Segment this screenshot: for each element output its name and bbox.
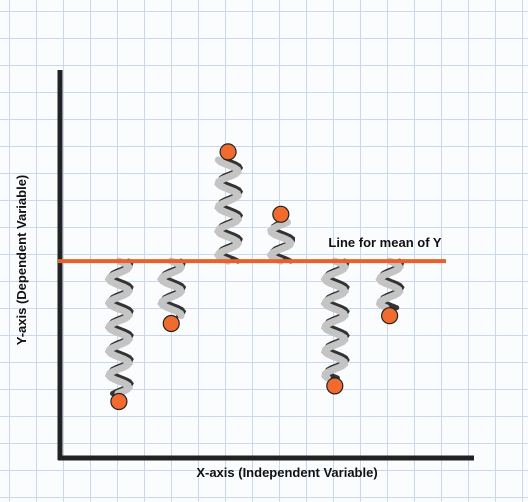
mean-label: Line for mean of Y: [328, 235, 441, 250]
spring: [156, 257, 186, 319]
point: [162, 314, 180, 333]
spring: [375, 257, 404, 312]
x-axis-label: X-axis (Independent Variable): [196, 465, 377, 480]
y-axis-label: Y-axis (Dependent Variable): [14, 175, 29, 346]
spring: [266, 218, 295, 265]
spring: [320, 257, 349, 382]
spring: [104, 257, 134, 397]
point: [110, 392, 128, 411]
point: [326, 377, 344, 395]
point: [219, 143, 237, 161]
point: [381, 307, 399, 325]
point: [272, 205, 290, 223]
spring: [213, 156, 243, 265]
